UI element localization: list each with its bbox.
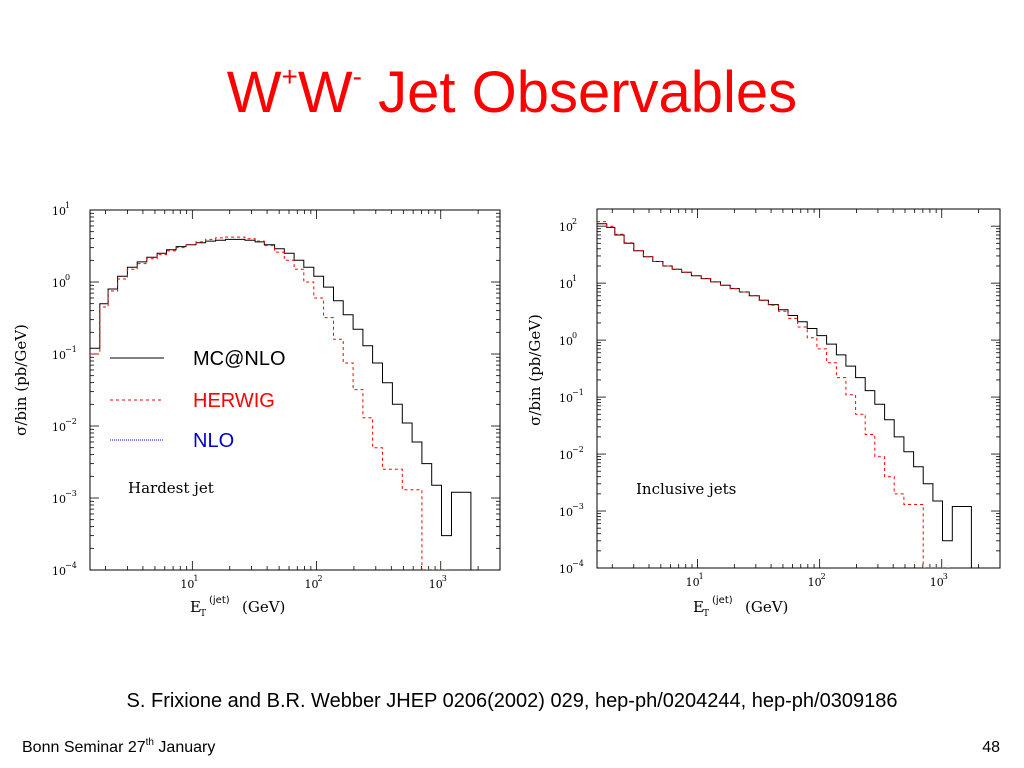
plot-frame [89,209,501,571]
y-tick-base: 10 [559,506,573,519]
y-tick-exp: −2 [65,417,77,426]
x-tick-base: 10 [686,576,700,589]
title-rest: Jet Observables [361,60,798,125]
y-tick-label: 10 −2 [559,445,584,462]
x-axis-label: E T(jet) (GeV) [190,595,285,619]
y-tick-label: 10 2 [559,217,577,234]
y-tick-exp: −3 [572,502,584,511]
y-tick-base: 10 [559,449,573,462]
y-tick-label: 10 0 [52,273,70,290]
footer-seminar: Bonn Seminar 27 [22,739,146,756]
y-tick-label: 10 −4 [52,561,77,578]
chart-left: 10 1 10 2 10 310 110 010 −110 −210 −310 −4σ/bin (pb… [12,201,501,619]
y-tick-base: 10 [52,493,66,506]
x-tick-exp: 3 [943,572,948,581]
y-tick-label: 10 0 [559,331,577,348]
x-tick-label: 10 1 [180,574,198,591]
x-axis-label-main: E [693,598,704,616]
y-tick-exp: −4 [65,561,77,570]
y-tick-base: 10 [52,349,66,362]
x-tick-label: 10 2 [305,574,323,591]
x-tick-exp: 2 [318,574,323,583]
x-axis-label-sub: T [703,609,709,619]
x-axis-label-sup: (jet) [209,595,230,606]
title-sup-plus: + [281,61,298,92]
series-mc-nlo [597,223,991,568]
y-tick-label: 10 −3 [559,502,584,519]
y-tick-exp: −1 [572,388,584,397]
y-tick-label: 10 −1 [559,388,584,405]
plot-annotation: Inclusive jets [636,480,736,498]
footer-month: January [153,739,216,756]
x-axis-label-unit: (GeV) [242,598,285,616]
series-herwig [597,221,953,568]
y-tick-label: 10 −2 [52,417,77,434]
legend-label-nlo: NLO [193,430,234,452]
y-tick-exp: −3 [65,489,77,498]
legend-label-herwig: HERWIG [193,390,275,412]
footer-sup: th [145,737,154,748]
x-tick-base: 10 [930,576,944,589]
x-tick-base: 10 [180,578,194,591]
x-tick-exp: 2 [821,572,826,581]
series-herwig [90,236,452,570]
footer-text: Bonn Seminar 27th January [22,737,216,757]
x-tick-exp: 1 [699,572,704,581]
x-tick-label: 10 3 [930,572,948,589]
y-tick-base: 10 [559,392,573,405]
x-tick-exp: 3 [442,574,447,583]
x-tick-label: 10 1 [686,572,704,589]
x-axis-label-sup: (jet) [712,595,733,606]
y-tick-exp: 2 [572,217,577,226]
y-tick-base: 10 [52,421,66,434]
x-tick-base: 10 [305,578,319,591]
title-w1: W [226,60,282,125]
x-tick-label: 10 3 [429,574,447,591]
y-tick-exp: 0 [65,273,70,282]
y-tick-base: 10 [559,221,573,234]
y-tick-label: 10 1 [559,274,577,291]
plot-annotation: Hardest jet [128,479,214,497]
x-axis-label: E T(jet) (GeV) [693,595,788,619]
y-tick-label: 10 −4 [559,559,584,576]
title-w2: W [297,60,353,125]
page-number: 48 [982,739,1000,756]
y-tick-label: 10 1 [52,201,70,218]
y-tick-base: 10 [52,205,66,218]
x-axis-label-main: E [190,598,201,616]
y-tick-exp: 1 [65,201,70,210]
y-tick-base: 10 [559,335,573,348]
title-sup-minus: - [352,61,362,92]
y-tick-base: 10 [559,563,573,576]
x-tick-base: 10 [429,578,443,591]
y-tick-exp: 0 [572,331,577,340]
y-tick-label: 10 −3 [52,489,77,506]
y-tick-base: 10 [52,277,66,290]
y-tick-exp: −2 [572,445,584,454]
x-tick-exp: 1 [193,574,198,583]
plot-frame [596,208,1001,569]
y-tick-exp: −4 [572,559,584,568]
x-tick-label: 10 2 [808,572,826,589]
y-tick-exp: −1 [65,345,77,354]
legend: MC@NLO HERWIG NLO [110,348,286,452]
y-tick-base: 10 [559,278,573,291]
citation: S. Frixione and B.R. Webber JHEP 0206(20… [126,690,898,712]
y-tick-label: 10 −1 [52,345,77,362]
y-axis-label: σ/bin (pb/GeV) [12,324,30,436]
slide-title: W+W- Jet Observables [0,58,1024,128]
series-mc-nlo [90,238,491,570]
y-axis-label: σ/bin (pb/GeV) [526,314,544,426]
legend-label-mc-nlo: MC@NLO [193,348,286,370]
x-axis-label-unit: (GeV) [745,598,788,616]
x-axis-label-sub: T [200,609,206,619]
y-tick-exp: 1 [572,274,577,283]
x-tick-base: 10 [808,576,822,589]
y-tick-base: 10 [52,565,66,578]
